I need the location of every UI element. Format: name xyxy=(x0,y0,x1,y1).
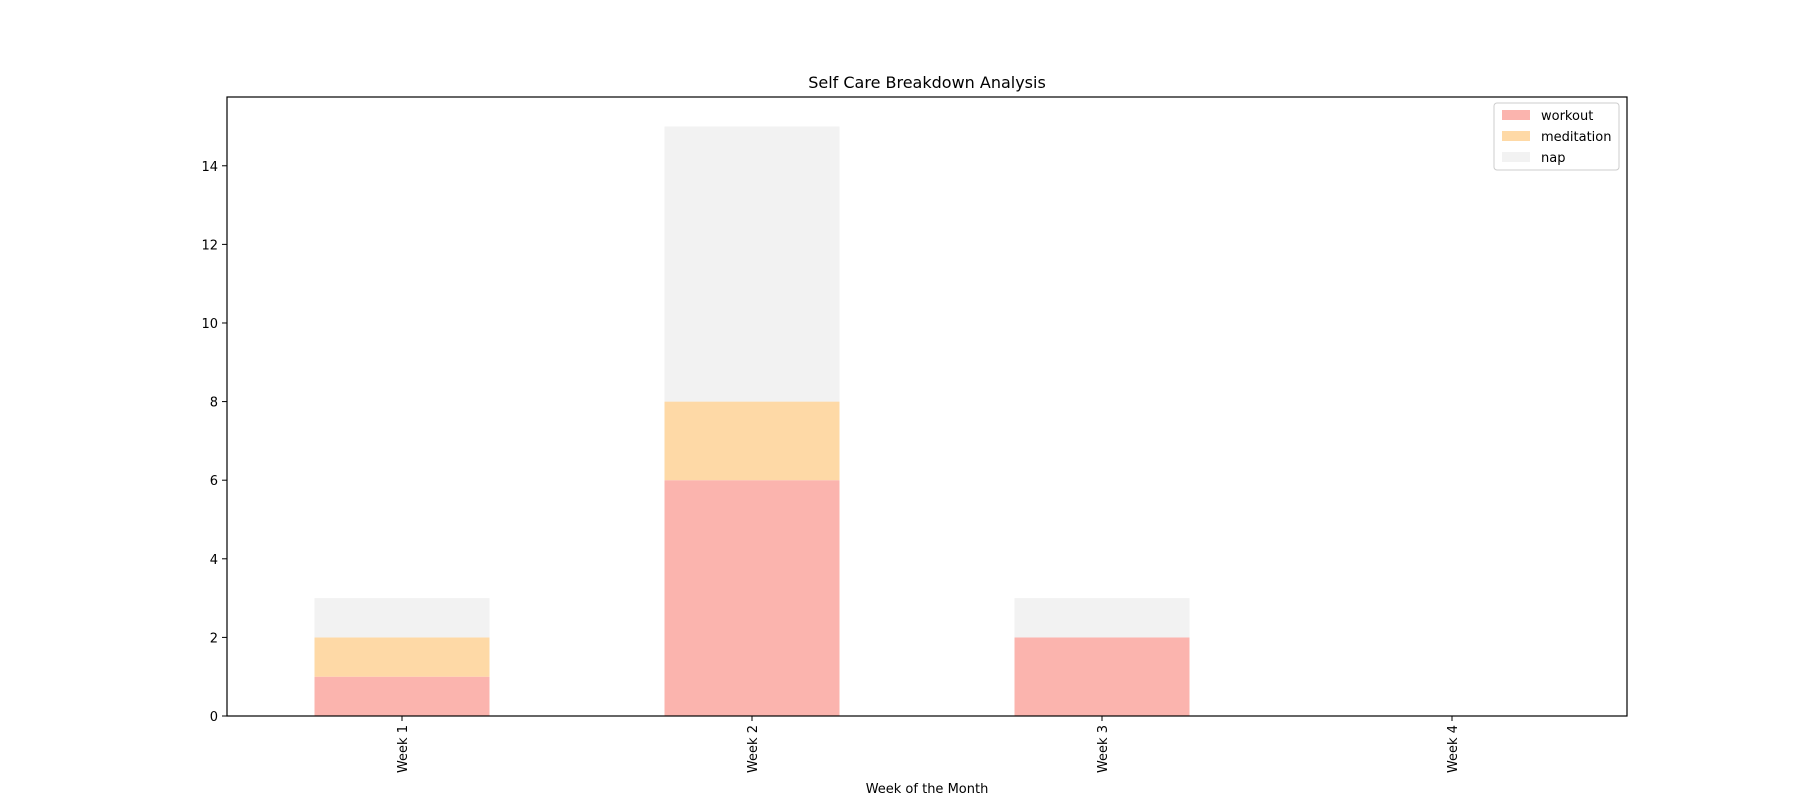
legend: workout meditation nap xyxy=(1493,102,1620,171)
x-tick-label: Week 3 xyxy=(1096,725,1111,773)
x-axis-label: Week of the Month xyxy=(866,782,989,797)
bar-nap-1 xyxy=(314,598,490,638)
legend-label-nap: nap xyxy=(1541,151,1565,166)
y-tick-label: 6 xyxy=(210,474,218,489)
bar-meditation-2 xyxy=(664,401,840,481)
legend-label-meditation: meditation xyxy=(1541,130,1612,145)
chart-title: Self Care Breakdown Analysis xyxy=(808,73,1046,92)
plot-frame xyxy=(226,96,1628,717)
y-tick-label: 8 xyxy=(210,396,218,411)
y-tick-label: 10 xyxy=(201,317,218,332)
bar-meditation-1 xyxy=(314,637,490,677)
bars-layer xyxy=(314,126,1190,716)
bar-nap-2 xyxy=(664,126,840,402)
x-tick-label: Week 1 xyxy=(396,725,411,773)
x-tick-label: Week 4 xyxy=(1446,725,1461,773)
y-tick-label: 0 xyxy=(210,710,218,725)
y-tick-label: 14 xyxy=(201,160,218,175)
bar-nap-3 xyxy=(1014,598,1190,638)
y-tick-label: 12 xyxy=(201,238,218,253)
y-tick-label: 2 xyxy=(210,631,218,646)
legend-label-workout: workout xyxy=(1541,109,1593,124)
bar-workout-1 xyxy=(314,676,490,716)
legend-swatch-nap xyxy=(1502,152,1530,162)
legend-swatch-meditation xyxy=(1502,131,1530,141)
bar-workout-2 xyxy=(664,480,840,716)
x-axis: Week 1 Week 2 Week 3 Week 4 xyxy=(396,716,1461,773)
y-tick-label: 4 xyxy=(210,553,218,568)
y-axis: 0 2 4 6 8 10 12 14 xyxy=(201,160,227,725)
legend-swatch-workout xyxy=(1502,110,1530,120)
x-tick-label: Week 2 xyxy=(746,725,761,773)
bar-workout-3 xyxy=(1014,637,1190,716)
